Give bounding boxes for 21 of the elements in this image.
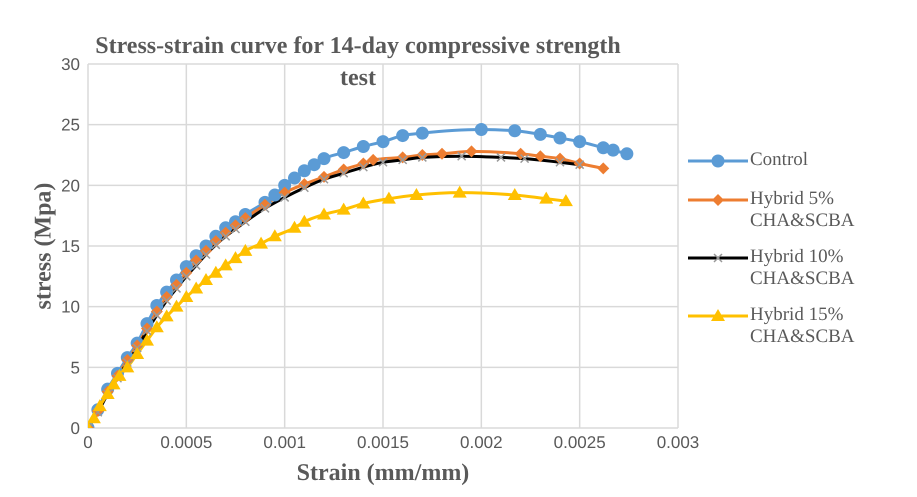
y-tick-label: 30	[61, 55, 80, 74]
x-tick-label: 0.0015	[357, 433, 409, 452]
legend-label: Control	[750, 148, 810, 170]
x-tick-label: 0.003	[656, 433, 700, 452]
x-tick-label: 0	[83, 433, 93, 452]
y-tick-label: 25	[61, 116, 80, 135]
x-axis-title: Strain (mm/mm)	[296, 460, 470, 486]
legend-label: Hybrid 5% CHA&SCBA	[750, 188, 856, 232]
x-tick-label: 0.001	[263, 433, 306, 452]
y-tick-label: 5	[70, 358, 80, 378]
y-axis-title: stress (Mpa)	[30, 182, 57, 310]
x-tick-label: 0.0025	[554, 433, 606, 452]
y-tick-label: 15	[61, 237, 80, 256]
legend-label: Hybrid 10% CHA&SCBA	[750, 246, 856, 290]
x-tick-label: 0.0005	[160, 433, 212, 452]
y-tick-label: 20	[61, 176, 80, 196]
legend-label: Hybrid 15% CHA&SCBA	[750, 304, 856, 348]
y-tick-label: 10	[61, 298, 80, 317]
x-tick-label: 0.002	[460, 433, 503, 452]
y-tick-label: 0	[70, 419, 80, 438]
chart-title: Stress-strain curve for 14-day compressive strength test	[94, 32, 622, 93]
